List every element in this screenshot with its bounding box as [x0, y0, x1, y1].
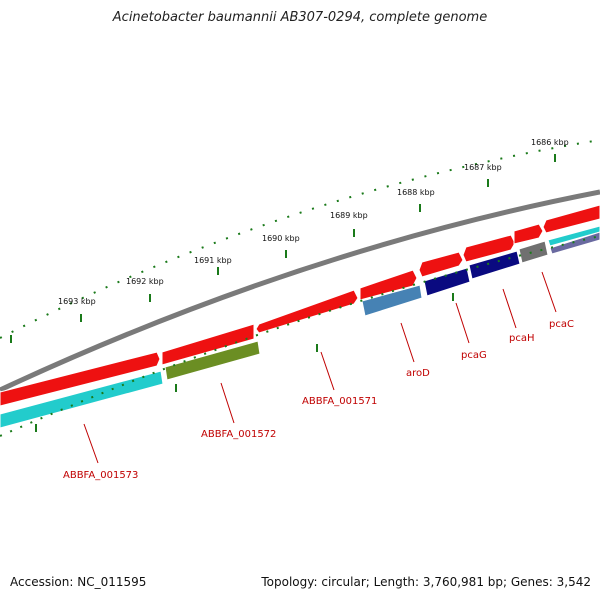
accession-label: Accession: NC_011595: [10, 575, 147, 589]
gene-label: ABBFA_001571: [302, 396, 377, 407]
gene-pcag: [423, 267, 471, 297]
outer-scale-ring: [0, 139, 600, 339]
label-leaders: [83, 271, 557, 464]
gene-arod: [361, 284, 423, 317]
scale-labels: 1693 kbp 1692 kbp 1691 kbp 1690 kbp 1689…: [58, 138, 569, 306]
scale-label: 1691 kbp: [194, 256, 232, 265]
gene-abbfa-001572: [164, 340, 261, 381]
scale-label: 1686 kbp: [531, 138, 569, 147]
feature-arrow: [359, 269, 418, 301]
feature-arrow: [255, 289, 359, 334]
leader-line: [320, 351, 335, 391]
gene-track: [0, 225, 600, 429]
feature-arrow: [513, 223, 544, 245]
forward-strand-features: [0, 204, 600, 407]
scale-label: 1690 kbp: [262, 234, 300, 243]
scale-label: 1689 kbp: [330, 211, 368, 220]
gene-pcac: [518, 240, 549, 264]
gene-labels: ABBFA_001573 ABBFA_001572 ABBFA_001571 a…: [63, 319, 574, 481]
inner-major-ticks: [35, 293, 454, 432]
gene-label: ABBFA_001573: [63, 470, 138, 481]
leader-line: [220, 382, 235, 424]
gene-label: ABBFA_001572: [201, 429, 276, 440]
leader-line: [502, 288, 517, 329]
genome-summary: Topology: circular; Length: 3,760,981 bp…: [261, 575, 591, 589]
outer-major-ticks: [10, 154, 556, 343]
leader-line: [455, 302, 470, 344]
gene-partial-cyan: [547, 225, 600, 247]
gene-label: pcaH: [509, 333, 535, 344]
leader-line: [83, 423, 99, 464]
gene-label: aroD: [406, 368, 430, 379]
feature-arrow: [542, 204, 600, 234]
leader-line: [400, 322, 415, 363]
backbone-ring: [0, 189, 600, 393]
page-title: Acinetobacter baumannii AB307-0294, comp…: [112, 10, 488, 25]
scale-label: 1688 kbp: [397, 188, 435, 197]
gene-label: pcaG: [461, 350, 487, 361]
gene-partial-slate: [549, 231, 600, 255]
scale-label: 1687 kbp: [464, 163, 502, 172]
feature-arrow: [0, 351, 161, 407]
feature-arrow: [462, 234, 516, 263]
gene-pcah: [468, 250, 521, 280]
leader-line: [541, 271, 557, 313]
gene-label: pcaC: [549, 319, 574, 330]
feature-arrow: [161, 323, 255, 366]
scale-label: 1692 kbp: [126, 277, 164, 286]
feature-arrow: [418, 251, 464, 278]
scale-label: 1693 kbp: [58, 297, 96, 306]
